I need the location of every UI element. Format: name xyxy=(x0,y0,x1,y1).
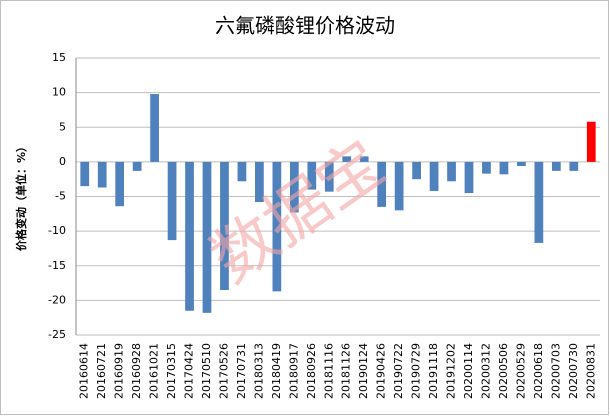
bar xyxy=(447,161,456,182)
bar xyxy=(115,161,125,207)
bar xyxy=(482,161,491,174)
x-tick-label: 20191118 xyxy=(427,343,440,399)
bar xyxy=(586,121,596,162)
bar xyxy=(534,161,544,243)
x-tick-label: 20200703 xyxy=(549,343,562,399)
bar xyxy=(272,161,282,292)
x-tick-label: 20200618 xyxy=(532,343,545,399)
x-tick-label: 20170526 xyxy=(217,343,230,399)
y-axis-label: 价格变动（单位：%） xyxy=(14,141,28,251)
x-tick-label: 20180917 xyxy=(287,343,300,399)
bar xyxy=(517,161,526,167)
bar xyxy=(429,161,439,191)
x-tick-label: 20181126 xyxy=(340,343,353,399)
x-tick-label: 20180419 xyxy=(270,343,283,399)
x-tick-label: 20200114 xyxy=(462,343,475,399)
bar xyxy=(394,161,404,211)
y-tick-label: 15 xyxy=(52,51,66,64)
y-tick-label: 5 xyxy=(59,120,66,133)
bar xyxy=(289,161,299,213)
x-tick-label: 20200312 xyxy=(479,343,492,399)
bar xyxy=(97,161,107,188)
bar xyxy=(569,161,579,171)
x-tick-label: 20190722 xyxy=(392,343,405,399)
x-tick-label: 20190124 xyxy=(357,343,370,399)
bar xyxy=(377,161,387,207)
bar xyxy=(412,161,421,180)
y-tick-label: 10 xyxy=(52,86,66,99)
y-tick-label: 0 xyxy=(59,155,66,168)
bar xyxy=(167,161,177,241)
x-tick-label: 20160928 xyxy=(130,343,143,399)
bar xyxy=(150,94,159,162)
bar xyxy=(202,161,212,313)
x-tick-label: 20190426 xyxy=(375,343,388,399)
bar xyxy=(499,161,509,175)
x-tick-label: 20200730 xyxy=(567,343,580,399)
bar xyxy=(132,161,142,171)
y-tick-label: -10 xyxy=(48,224,66,237)
bar xyxy=(464,161,474,194)
x-tick-label: 20170315 xyxy=(165,343,178,399)
y-tick-label: -25 xyxy=(48,328,66,341)
bar xyxy=(342,156,352,162)
y-tick-label: -5 xyxy=(55,190,66,203)
x-tick-label: 20160919 xyxy=(113,343,126,399)
chart-title: 六氟磷酸锂价格波动 xyxy=(215,14,395,38)
bar xyxy=(255,161,264,203)
x-tick-label: 20160614 xyxy=(78,343,91,399)
x-tick-label: 20180926 xyxy=(305,343,318,399)
bar xyxy=(237,161,247,182)
bar xyxy=(185,161,194,311)
bar xyxy=(80,161,90,187)
x-tick-label: 20190729 xyxy=(410,343,423,399)
bar xyxy=(551,161,561,171)
x-tick-label: 20200529 xyxy=(514,343,527,399)
bar xyxy=(324,161,334,192)
y-tick-label: -20 xyxy=(48,293,66,306)
x-tick-label: 20170510 xyxy=(200,343,213,399)
bar xyxy=(220,161,229,290)
x-tick-label: 20170731 xyxy=(235,343,248,399)
x-tick-label: 20200831 xyxy=(584,343,597,399)
x-tick-label: 20161021 xyxy=(148,343,161,399)
x-tick-label: 20170424 xyxy=(183,343,196,399)
x-tick-label: 20180313 xyxy=(252,343,265,399)
bar xyxy=(359,156,369,162)
x-tick-label: 20181116 xyxy=(322,343,335,399)
x-tick-label: 20160721 xyxy=(95,343,108,399)
y-tick-label: -15 xyxy=(48,259,66,272)
x-tick-label: 20200506 xyxy=(497,343,510,399)
x-tick-label: 20191202 xyxy=(445,343,458,399)
bar xyxy=(307,161,317,190)
